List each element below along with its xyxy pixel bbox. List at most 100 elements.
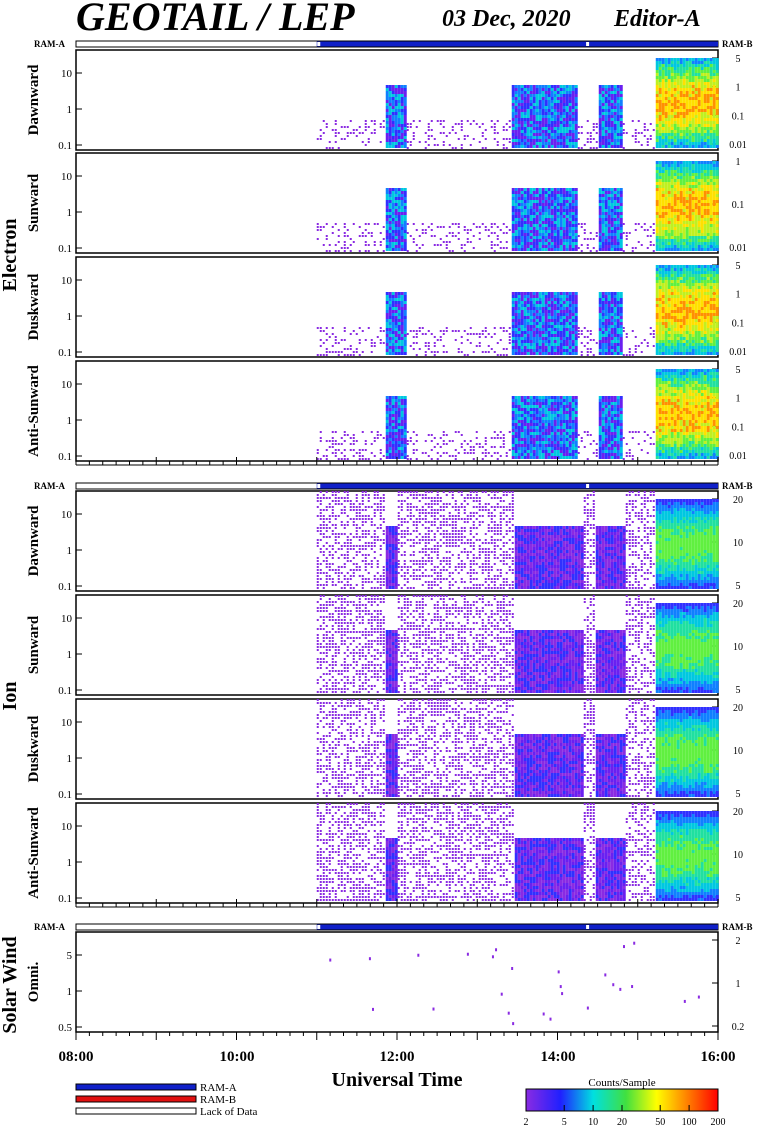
spectrogram-cell xyxy=(589,232,592,234)
spectrogram-cell xyxy=(670,271,674,274)
spectrogram-cell xyxy=(712,170,716,173)
spectrogram-cell xyxy=(550,307,554,310)
spectrogram-cell xyxy=(619,325,623,328)
spectrogram-cell xyxy=(394,319,398,322)
spectrogram-cell xyxy=(613,224,617,227)
spectrogram-cell xyxy=(682,242,686,245)
spectrogram-cell xyxy=(658,310,662,313)
spectrogram-cell xyxy=(670,100,674,103)
spectrogram-cell xyxy=(364,123,367,125)
spectrogram-cell xyxy=(688,79,692,82)
spectrogram-cell xyxy=(592,147,595,149)
spectrogram-cell xyxy=(694,182,698,185)
spectrogram-cell xyxy=(502,348,505,350)
spectrogram-cell xyxy=(400,298,404,301)
spectrogram-cell xyxy=(709,145,713,148)
spectrogram-cell xyxy=(559,209,563,212)
spectrogram-cell xyxy=(601,203,605,206)
spectrogram-cell xyxy=(538,145,542,148)
spectrogram-cell xyxy=(667,164,671,167)
spectrogram-cell xyxy=(619,91,623,94)
spectrogram-cell xyxy=(607,106,611,109)
spectrogram-cell xyxy=(556,343,560,346)
spectrogram-cell xyxy=(493,132,496,134)
spectrogram-cell xyxy=(574,328,578,331)
spectrogram-cell xyxy=(529,331,533,334)
spectrogram-cell xyxy=(667,352,671,355)
spectrogram-cell xyxy=(556,295,560,298)
spectrogram-cell xyxy=(682,170,686,173)
spectrogram-cell xyxy=(520,298,524,301)
spectrogram-cell xyxy=(448,250,451,252)
spectrogram-cell xyxy=(334,120,337,122)
spectrogram-cell xyxy=(538,239,542,242)
spectrogram-cell xyxy=(697,280,701,283)
spectrogram-cell xyxy=(688,167,692,170)
spectrogram-cell xyxy=(397,127,401,130)
spectrogram-cell xyxy=(664,194,668,197)
spectrogram-cell xyxy=(661,334,665,337)
spectrogram-cell xyxy=(601,206,605,209)
spectrogram-cell xyxy=(697,103,701,106)
spectrogram-cell xyxy=(694,310,698,313)
spectrogram-cell xyxy=(691,70,695,73)
spectrogram-cell xyxy=(703,334,707,337)
spectrogram-cell xyxy=(679,94,683,97)
spectrogram-cell xyxy=(703,61,707,64)
spectrogram-cell xyxy=(679,218,683,221)
spectrogram-cell xyxy=(463,354,466,356)
spectrogram-cell xyxy=(541,221,545,224)
spectrogram-cell xyxy=(688,191,692,194)
spectrogram-cell xyxy=(460,244,463,246)
spectrogram-cell xyxy=(523,236,527,239)
spectrogram-cell xyxy=(550,218,554,221)
spectrogram-cell xyxy=(541,91,545,94)
spectrogram-cell xyxy=(616,97,620,100)
spectrogram-cell xyxy=(415,354,418,356)
spectrogram-cell xyxy=(661,103,665,106)
spectrogram-cell xyxy=(607,85,611,88)
spectrogram-cell xyxy=(523,212,527,215)
spectrogram-cell xyxy=(403,103,407,106)
spectrogram-cell xyxy=(382,342,385,344)
spectrogram-cell xyxy=(325,333,328,335)
spectrogram-cell xyxy=(547,224,551,227)
spectrogram-cell xyxy=(403,325,407,328)
spectrogram-cell xyxy=(601,310,605,313)
spectrogram-cell xyxy=(511,233,515,236)
spectrogram-cell xyxy=(520,340,524,343)
spectrogram-cell xyxy=(388,127,392,130)
spectrogram-cell xyxy=(562,301,566,304)
spectrogram-cell xyxy=(496,342,499,344)
spectrogram-cell xyxy=(571,136,575,139)
spectrogram-cell xyxy=(655,61,659,64)
spectrogram-cell xyxy=(682,271,686,274)
spectrogram-cell xyxy=(619,215,623,218)
spectrogram-cell xyxy=(433,235,436,237)
spectrogram-cell xyxy=(319,345,322,347)
spectrogram-cell xyxy=(571,139,575,142)
spectrogram-cell xyxy=(709,316,713,319)
spectrogram-cell xyxy=(616,295,620,298)
spectrogram-cell xyxy=(325,250,328,252)
spectrogram-cell xyxy=(706,352,710,355)
spectrogram-cell xyxy=(664,182,668,185)
spectrogram-cell xyxy=(370,351,373,353)
spectrogram-cell xyxy=(523,203,527,206)
spectrogram-cell xyxy=(658,313,662,316)
spectrogram-cell xyxy=(652,232,655,234)
spectrogram-cell xyxy=(388,124,392,127)
spectrogram-cell xyxy=(664,331,668,334)
spectrogram-cell xyxy=(655,227,659,230)
spectrogram-cell xyxy=(511,301,515,304)
spectrogram-cell xyxy=(691,298,695,301)
spectrogram-cell xyxy=(715,218,719,221)
spectrogram-cell xyxy=(403,307,407,310)
spectrogram-cell xyxy=(697,115,701,118)
spectrogram-cell xyxy=(694,277,698,280)
spectrogram-cell xyxy=(394,292,398,295)
spectrogram-cell xyxy=(550,316,554,319)
spectrogram-cell xyxy=(346,354,349,356)
spectrogram-cell xyxy=(574,343,578,346)
spectrogram-cell xyxy=(538,224,542,227)
